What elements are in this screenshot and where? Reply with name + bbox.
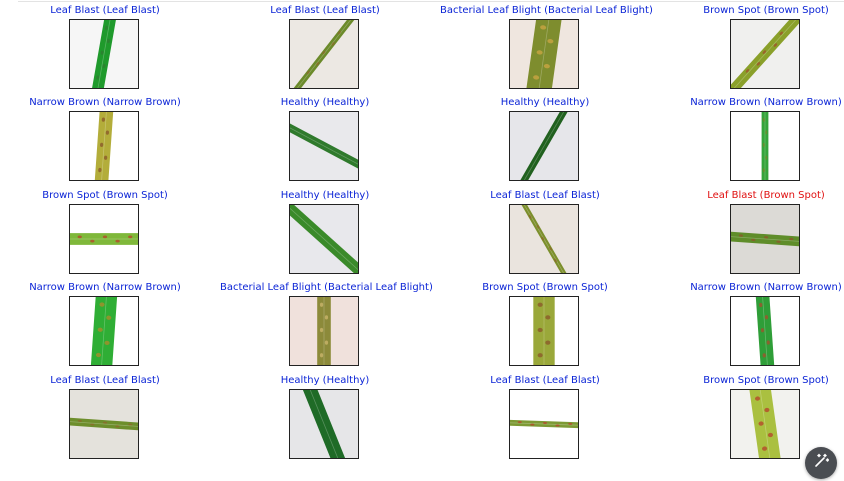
prediction-title: Leaf Blast (Leaf Blast) — [490, 190, 600, 201]
prediction-cell: Narrow Brown (Narrow Brown) — [0, 277, 210, 367]
leaf-image — [289, 389, 359, 459]
prediction-cell: Leaf Blast (Leaf Blast) — [440, 185, 650, 275]
leaf-image — [289, 204, 359, 274]
prediction-cell: Bacterial Leaf Blight (Bacterial Leaf Bl… — [440, 0, 653, 90]
prediction-title: Narrow Brown (Narrow Brown) — [690, 282, 842, 293]
prediction-title: Brown Spot (Brown Spot) — [703, 5, 829, 16]
leaf-image — [69, 111, 139, 181]
prediction-title: Narrow Brown (Narrow Brown) — [29, 97, 181, 108]
prediction-title: Leaf Blast (Brown Spot) — [707, 190, 825, 201]
leaf-image — [730, 19, 800, 89]
prediction-title: Leaf Blast (Leaf Blast) — [50, 5, 160, 16]
prediction-cell: Leaf Blast (Brown Spot) — [661, 185, 844, 275]
prediction-title: Leaf Blast (Leaf Blast) — [490, 375, 600, 386]
magic-wand-button[interactable] — [805, 447, 837, 479]
leaf-image — [69, 19, 139, 89]
prediction-title: Healthy (Healthy) — [280, 375, 370, 386]
prediction-title: Brown Spot (Brown Spot) — [42, 190, 168, 201]
leaf-image — [730, 204, 800, 274]
prediction-cell: Healthy (Healthy) — [220, 92, 430, 182]
leaf-image — [509, 296, 579, 366]
leaf-image — [730, 111, 800, 181]
prediction-title: Leaf Blast (Leaf Blast) — [50, 375, 160, 386]
prediction-cell: Leaf Blast (Leaf Blast) — [0, 370, 210, 460]
prediction-title: Narrow Brown (Narrow Brown) — [29, 282, 181, 293]
leaf-image — [509, 19, 579, 89]
prediction-cell: Healthy (Healthy) — [220, 370, 430, 460]
leaf-image — [289, 111, 359, 181]
prediction-cell: Brown Spot (Brown Spot) — [0, 185, 210, 275]
prediction-cell: Narrow Brown (Narrow Brown) — [661, 92, 844, 182]
top-divider — [18, 1, 844, 2]
prediction-cell: Narrow Brown (Narrow Brown) — [661, 277, 844, 367]
prediction-cell: Healthy (Healthy) — [220, 185, 430, 275]
prediction-title: Bacterial Leaf Blight (Bacterial Leaf Bl… — [220, 282, 433, 293]
prediction-cell: Leaf Blast (Leaf Blast) — [220, 0, 430, 90]
prediction-cell: Leaf Blast (Leaf Blast) — [440, 370, 650, 460]
prediction-cell: Narrow Brown (Narrow Brown) — [0, 92, 210, 182]
leaf-image — [730, 389, 800, 459]
prediction-title: Healthy (Healthy) — [280, 190, 370, 201]
prediction-title: Narrow Brown (Narrow Brown) — [690, 97, 842, 108]
prediction-title: Healthy (Healthy) — [280, 97, 370, 108]
leaf-image — [69, 296, 139, 366]
magic-wand-icon — [813, 453, 830, 473]
prediction-title: Brown Spot (Brown Spot) — [482, 282, 608, 293]
leaf-image — [69, 389, 139, 459]
leaf-image — [730, 296, 800, 366]
prediction-cell: Brown Spot (Brown Spot) — [440, 277, 650, 367]
leaf-image — [69, 204, 139, 274]
prediction-cell: Brown Spot (Brown Spot) — [661, 370, 844, 460]
prediction-cell: Healthy (Healthy) — [440, 92, 650, 182]
prediction-title: Healthy (Healthy) — [500, 97, 590, 108]
leaf-image — [509, 204, 579, 274]
leaf-image — [289, 19, 359, 89]
prediction-title: Leaf Blast (Leaf Blast) — [270, 5, 380, 16]
prediction-cell: Bacterial Leaf Blight (Bacterial Leaf Bl… — [220, 277, 433, 367]
leaf-image — [509, 389, 579, 459]
prediction-title: Bacterial Leaf Blight (Bacterial Leaf Bl… — [440, 5, 653, 16]
leaf-image — [289, 296, 359, 366]
prediction-cell: Brown Spot (Brown Spot) — [661, 0, 844, 90]
prediction-title: Brown Spot (Brown Spot) — [703, 375, 829, 386]
prediction-cell: Leaf Blast (Leaf Blast) — [0, 0, 210, 90]
leaf-image — [509, 111, 579, 181]
